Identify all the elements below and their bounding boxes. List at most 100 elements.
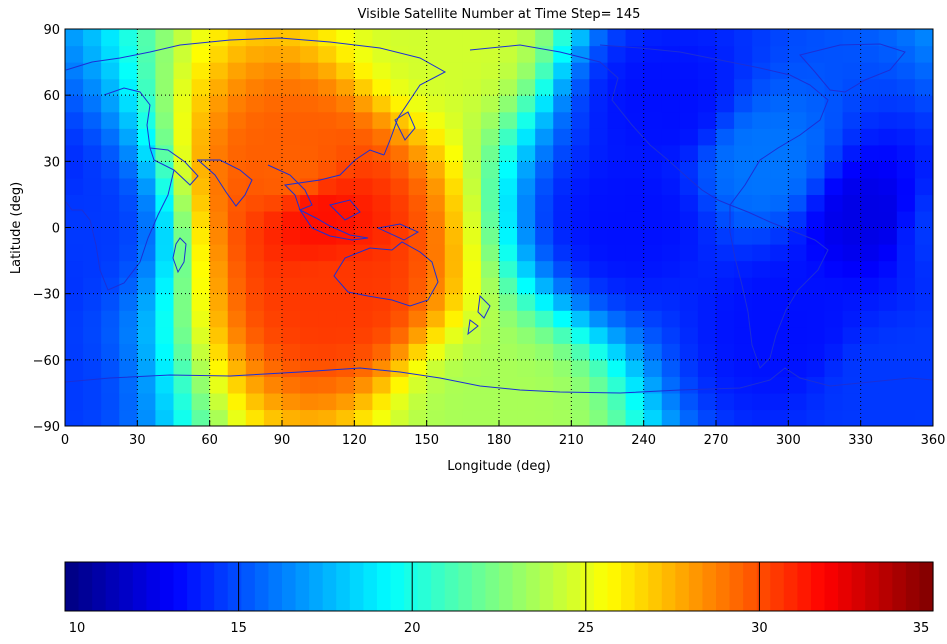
heatmap-cell (824, 277, 844, 295)
heatmap-cell (770, 293, 789, 311)
heatmap-cell (896, 210, 916, 229)
heatmap-cell (589, 409, 609, 426)
heatmap-cell (83, 62, 102, 80)
heatmap-cell (842, 210, 862, 229)
heatmap-cell (83, 161, 102, 179)
heatmap-cell (535, 343, 554, 361)
heatmap-cell (426, 409, 446, 426)
heatmap-cell (173, 326, 193, 344)
heatmap-cell (517, 310, 536, 328)
heatmap-cell (426, 260, 446, 278)
heatmap-cell (209, 62, 229, 80)
heatmap-cell (209, 128, 229, 146)
colorbar-swatch (309, 562, 324, 611)
heatmap-cell (679, 343, 699, 361)
heatmap-cell (282, 260, 301, 278)
colorbar-swatch (282, 562, 297, 611)
colorbar-swatch (187, 562, 202, 611)
heatmap-cell (318, 78, 337, 96)
heatmap-cell (517, 244, 536, 262)
heatmap-cell (390, 409, 410, 426)
heatmap-cell (499, 293, 518, 311)
heatmap-cell (426, 392, 446, 411)
heatmap-cell (336, 128, 355, 146)
heatmap-cell (300, 409, 319, 426)
heatmap-cell (697, 111, 717, 129)
heatmap-cell (625, 343, 645, 361)
heatmap-cell (263, 409, 283, 426)
heatmap-cell (245, 277, 265, 295)
heatmap-cell (770, 376, 789, 394)
heatmap-cell (227, 343, 247, 361)
heatmap-cell (734, 392, 753, 411)
heatmap-cell (553, 128, 572, 146)
heatmap-cell (65, 45, 84, 63)
heatmap-cell (119, 161, 138, 179)
heatmap-cell (679, 409, 699, 426)
heatmap-cell (173, 128, 193, 146)
heatmap-cell (499, 359, 518, 377)
heatmap-cell (101, 260, 120, 278)
heatmap-cell (716, 210, 735, 229)
heatmap-cell (65, 177, 84, 196)
heatmap-cell (878, 210, 898, 229)
heatmap-cell (137, 392, 157, 411)
heatmap-cell (734, 260, 753, 278)
heatmap-cell (209, 293, 229, 311)
heatmap-cell (462, 29, 482, 47)
heatmap-cell (625, 194, 645, 212)
heatmap-cell (263, 326, 283, 344)
heatmap-cell (119, 293, 138, 311)
heatmap-cell (282, 310, 301, 328)
heatmap-cell (643, 310, 663, 328)
heatmap-cell (824, 343, 844, 361)
heatmap-cell (517, 277, 536, 295)
heatmap-cell (806, 260, 826, 278)
heatmap-cell (752, 78, 771, 96)
heatmap-cell (824, 260, 844, 278)
heatmap-cell (553, 293, 572, 311)
colorbar-swatch (146, 562, 161, 611)
heatmap-cell (282, 326, 301, 344)
colorbar-swatch (92, 562, 107, 611)
heatmap-cell (752, 260, 771, 278)
heatmap-cell (499, 78, 518, 96)
heatmap-cell (191, 376, 211, 394)
heatmap-cell (282, 95, 301, 113)
heatmap-cell (83, 277, 102, 295)
heatmap-cell (300, 78, 319, 96)
heatmap-cell (517, 392, 536, 411)
colorbar-swatch (810, 562, 826, 611)
heatmap-cell (65, 29, 84, 47)
heatmap-cell (716, 392, 735, 411)
heatmap-cell (860, 128, 880, 146)
heatmap-cell (752, 244, 771, 262)
heatmap-cell (716, 409, 735, 426)
heatmap-cell (227, 177, 247, 196)
heatmap-cell (661, 277, 681, 295)
heatmap-cell (462, 161, 482, 179)
heatmap-cell (643, 376, 663, 394)
heatmap-cell (426, 78, 446, 96)
heatmap-cell (842, 409, 862, 426)
heatmap-cell (860, 210, 880, 229)
heatmap-cell (661, 359, 681, 377)
heatmap-cell (697, 409, 717, 426)
heatmap-cell (914, 128, 933, 146)
heatmap-cell (661, 95, 681, 113)
x-tick-label: 210 (559, 433, 584, 448)
heatmap-cell (824, 310, 844, 328)
heatmap-cell (517, 161, 536, 179)
heatmap-cell (770, 260, 789, 278)
heatmap-cell (263, 29, 283, 47)
heatmap-cell (119, 45, 138, 63)
heatmap-cell (390, 194, 410, 212)
heatmap-cell (625, 95, 645, 113)
heatmap-cell (408, 326, 428, 344)
heatmap-cell (191, 227, 211, 245)
heatmap-cell (209, 144, 229, 162)
heatmap-cell (878, 161, 898, 179)
heatmap-cell (697, 392, 717, 411)
x-tick-label: 180 (487, 433, 512, 448)
heatmap-cell (878, 359, 898, 377)
